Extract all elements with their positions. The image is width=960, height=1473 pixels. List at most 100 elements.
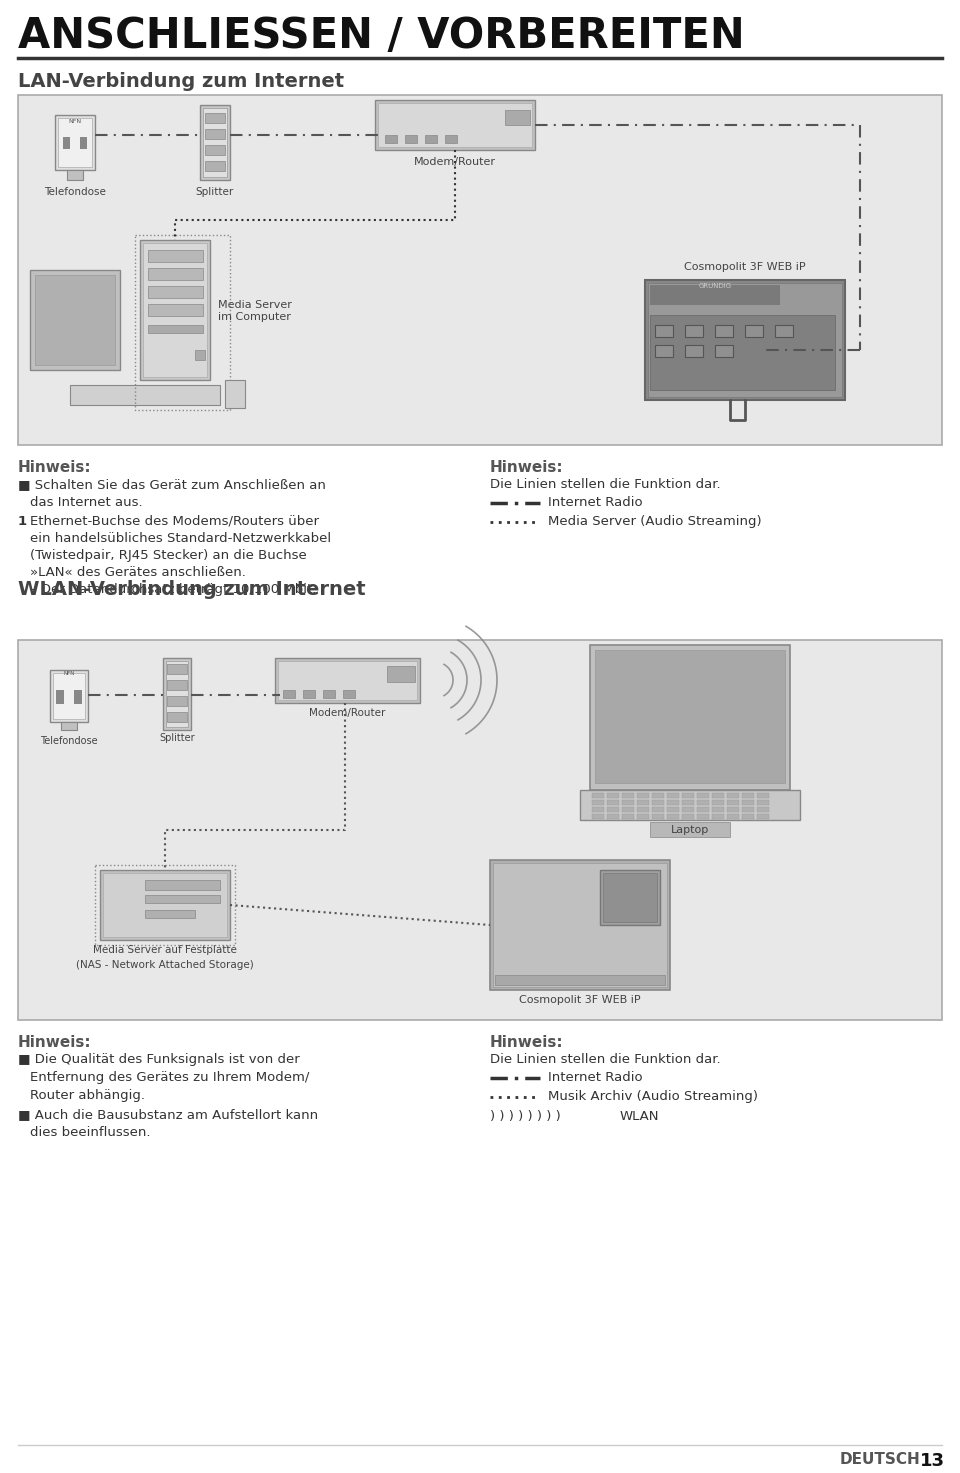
Text: Cosmopolit 3F WEB iP: Cosmopolit 3F WEB iP	[519, 994, 641, 1005]
Bar	[67, 169, 83, 180]
Bar	[225, 380, 245, 408]
Text: ANSCHLIESSEN / VORBEREITEN: ANSCHLIESSEN / VORBEREITEN	[18, 15, 745, 57]
Bar	[205, 144, 225, 155]
Text: das Internet aus.: das Internet aus.	[30, 496, 143, 510]
Bar	[667, 800, 679, 806]
Bar	[387, 666, 415, 682]
Bar	[712, 800, 724, 806]
Bar	[592, 807, 604, 812]
Bar	[590, 645, 790, 790]
Bar	[685, 345, 703, 356]
Bar	[167, 681, 187, 689]
Bar	[697, 800, 709, 806]
Circle shape	[517, 897, 573, 953]
Text: GRUNDIG: GRUNDIG	[699, 283, 732, 289]
Bar	[650, 822, 730, 837]
Bar	[145, 910, 195, 918]
Text: WLAN-Verbindung zum Internet: WLAN-Verbindung zum Internet	[18, 580, 366, 600]
Circle shape	[105, 890, 135, 921]
Bar	[727, 800, 739, 806]
Bar	[505, 110, 530, 125]
Bar	[425, 136, 437, 143]
Bar	[148, 326, 203, 333]
Bar	[667, 792, 679, 798]
Bar	[600, 871, 660, 925]
Bar	[145, 896, 220, 903]
Bar	[493, 863, 667, 987]
Bar	[652, 800, 664, 806]
Text: – Der Datendurchsatz beträgt 10/100 Mbit.: – Der Datendurchsatz beträgt 10/100 Mbit…	[30, 583, 317, 597]
Bar	[405, 136, 417, 143]
Bar	[682, 815, 694, 819]
Bar	[757, 815, 769, 819]
Bar	[385, 136, 397, 143]
Bar	[667, 815, 679, 819]
Bar	[303, 689, 315, 698]
Bar	[167, 711, 187, 722]
Bar	[58, 118, 92, 166]
Bar	[145, 879, 220, 890]
Bar	[592, 792, 604, 798]
Bar	[650, 315, 835, 390]
Text: Media Server (Audio Streaming): Media Server (Audio Streaming)	[548, 516, 761, 527]
Bar	[682, 800, 694, 806]
Circle shape	[617, 934, 629, 946]
Text: Hinweis:: Hinweis:	[490, 1036, 564, 1050]
Text: 1: 1	[18, 516, 27, 527]
Bar	[607, 815, 619, 819]
Bar	[80, 137, 87, 149]
Bar	[167, 697, 187, 706]
Text: Splitter: Splitter	[159, 734, 195, 742]
Bar	[655, 345, 673, 356]
Bar	[607, 792, 619, 798]
Bar	[637, 807, 649, 812]
Text: LAN-Verbindung zum Internet: LAN-Verbindung zum Internet	[18, 72, 344, 91]
Bar	[375, 100, 535, 150]
Bar	[53, 673, 85, 719]
Bar	[103, 873, 227, 937]
Bar	[143, 243, 207, 377]
Bar	[592, 815, 604, 819]
Bar	[100, 871, 230, 940]
Bar	[775, 326, 793, 337]
Text: ) ) ) ) ) ) ) ): ) ) ) ) ) ) ) )	[490, 1111, 561, 1122]
Text: Die Linien stellen die Funktion dar.: Die Linien stellen die Funktion dar.	[490, 1053, 721, 1066]
Text: Cosmopolit 3F WEB iP: Cosmopolit 3F WEB iP	[684, 262, 805, 273]
Text: ein handelsübliches Standard-Netzwerkkabel: ein handelsübliches Standard-Netzwerkkab…	[30, 532, 331, 545]
Text: (Twistedpair, RJ45 Stecker) an die Buchse: (Twistedpair, RJ45 Stecker) an die Buchs…	[30, 549, 307, 563]
Bar	[445, 136, 457, 143]
Bar	[30, 270, 120, 370]
Text: Ethernet-Buchse des Modems/Routers über: Ethernet-Buchse des Modems/Routers über	[30, 516, 319, 527]
Circle shape	[112, 897, 128, 913]
Bar	[652, 807, 664, 812]
Bar	[35, 275, 115, 365]
Text: ■ Die Qualität des Funksignals ist von der: ■ Die Qualität des Funksignals ist von d…	[18, 1053, 300, 1066]
Bar	[61, 722, 77, 731]
Text: 13: 13	[920, 1452, 945, 1470]
Circle shape	[807, 348, 823, 362]
Bar	[205, 113, 225, 124]
Bar	[622, 800, 634, 806]
Text: Hinweis:: Hinweis:	[18, 1036, 91, 1050]
Circle shape	[599, 934, 611, 946]
Bar	[283, 689, 295, 698]
Circle shape	[800, 340, 830, 370]
Bar	[140, 240, 210, 380]
Bar	[727, 815, 739, 819]
Text: dies beeinflussen.: dies beeinflussen.	[30, 1125, 151, 1139]
Bar	[148, 286, 203, 298]
Bar	[167, 664, 187, 675]
Text: ■ Schalten Sie das Gerät zum Anschließen an: ■ Schalten Sie das Gerät zum Anschließen…	[18, 479, 325, 491]
Text: Modem/Router: Modem/Router	[309, 709, 385, 717]
Bar	[622, 815, 634, 819]
Text: Hinweis:: Hinweis:	[490, 460, 564, 474]
Text: Router abhängig.: Router abhängig.	[30, 1089, 145, 1102]
Bar	[697, 815, 709, 819]
Bar	[685, 326, 703, 337]
Bar	[148, 268, 203, 280]
Bar	[712, 792, 724, 798]
Bar	[148, 303, 203, 317]
Bar	[607, 807, 619, 812]
Circle shape	[505, 885, 585, 965]
Bar	[74, 689, 82, 704]
